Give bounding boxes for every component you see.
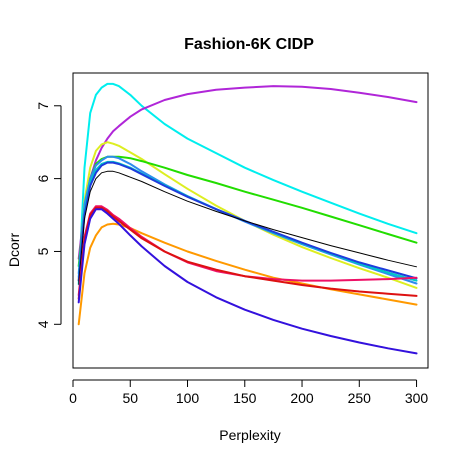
x-tick-label: 0 [69, 390, 77, 406]
series-line-3 [77, 141, 418, 289]
x-tick-label: 300 [405, 390, 429, 406]
series-line-4 [77, 155, 418, 267]
x-tick-label: 100 [176, 390, 200, 406]
series-line-1 [77, 82, 418, 286]
series-layer [77, 82, 418, 355]
y-tick-label: 6 [35, 174, 51, 182]
y-tick-label: 4 [35, 320, 51, 328]
y-tick-label: 7 [35, 102, 51, 110]
y-tick-label: 5 [35, 247, 51, 255]
x-tick-label: 150 [233, 390, 257, 406]
x-tick-label: 200 [290, 390, 314, 406]
chart-title: Fashion-6K CIDP [184, 36, 314, 53]
series-line-7 [77, 161, 418, 282]
series-line-12 [77, 208, 418, 355]
x-axis: 0 50 100 150 200 250 300 [69, 379, 429, 406]
series-line-11 [77, 206, 418, 300]
x-tick-label: 50 [122, 390, 138, 406]
series-line-2 [77, 85, 418, 260]
y-axis-label: Dcorr [6, 233, 22, 268]
x-tick-label: 250 [348, 390, 372, 406]
series-line-8 [78, 170, 417, 285]
y-axis: 4 5 6 7 [35, 102, 62, 328]
x-axis-label: Perplexity [219, 427, 280, 443]
plot-frame [72, 72, 429, 369]
